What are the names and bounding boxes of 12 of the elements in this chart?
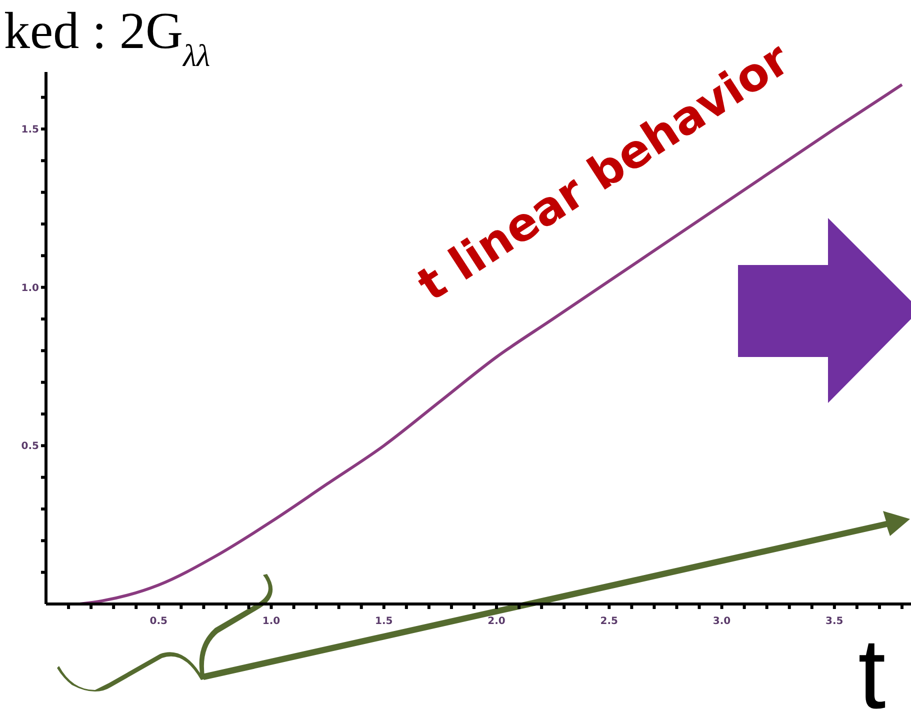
x-tick-label: 2.5 xyxy=(600,616,618,628)
y-tick-label: 1.5 xyxy=(21,124,40,136)
chart-title: ked : 2G$_{λλ}$ xyxy=(4,3,210,72)
y-tick-label: 1.0 xyxy=(21,282,40,294)
x-tick-label: 3.0 xyxy=(712,616,731,628)
x-axis-title: t xyxy=(858,618,886,718)
x-tick-label: 3.5 xyxy=(826,616,844,628)
x-tick-label: 1.0 xyxy=(262,616,280,628)
x-tick-label: 1.5 xyxy=(375,616,393,628)
x-tick-label: 0.5 xyxy=(150,616,168,628)
x-tick-label: 2.0 xyxy=(488,616,506,628)
y-tick-label: 0.5 xyxy=(21,441,40,452)
